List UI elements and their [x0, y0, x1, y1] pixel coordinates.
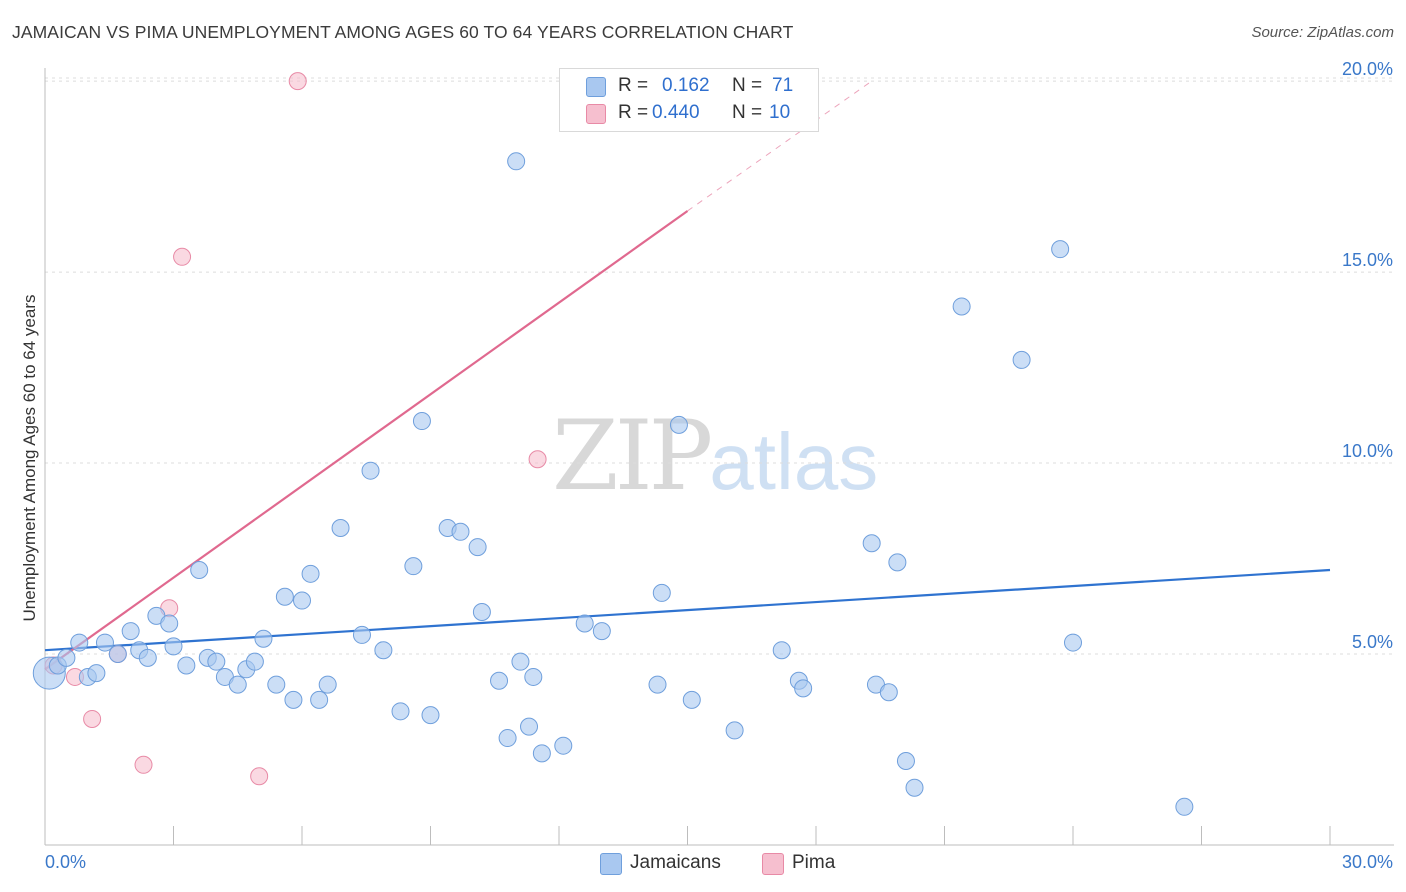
- pima-point: [528, 450, 547, 469]
- jamaicans-point: [412, 412, 431, 431]
- jamaicans-point: [318, 675, 337, 694]
- pima-trend-line: [44, 210, 689, 671]
- legend-n-label: N =: [732, 102, 763, 123]
- legend-r-label: R =: [618, 75, 649, 96]
- jamaicans-point: [228, 675, 247, 694]
- jamaicans-point: [301, 564, 320, 583]
- axes: [44, 68, 1394, 846]
- jamaicans-point: [532, 744, 551, 763]
- jamaicans-point: [108, 645, 127, 664]
- pima-point: [83, 709, 102, 728]
- legend-n-value: 10: [769, 102, 791, 123]
- jamaicans-point: [361, 461, 380, 480]
- bottom-legend-label: Pima: [792, 852, 836, 873]
- jamaicans-point: [879, 683, 898, 702]
- x-tick-label: 0.0%: [45, 852, 86, 872]
- jamaicans-point: [138, 648, 157, 667]
- jamaicans-point: [468, 538, 487, 557]
- jamaicans-point: [190, 560, 209, 579]
- jamaicans-point: [1051, 240, 1070, 259]
- legend-n-value: 71: [772, 75, 794, 96]
- legend-swatch-blue: [586, 77, 606, 97]
- jamaicans-point: [575, 614, 594, 633]
- jamaicans-point: [592, 622, 611, 641]
- source-label: Source: ZipAtlas.com: [1251, 24, 1394, 41]
- y-tick-label: 10.0%: [1342, 441, 1393, 461]
- jamaicans-point: [284, 690, 303, 709]
- correlation-legend: R = 0.162 N = 71 R = 0.440 N = 10: [559, 68, 819, 132]
- jamaicans-point: [498, 729, 517, 748]
- jamaicans-point: [682, 690, 701, 709]
- pima-point: [288, 72, 307, 91]
- jamaicans-point: [794, 679, 813, 698]
- legend-r-value: 0.162: [662, 75, 710, 96]
- jamaicans-point: [275, 587, 294, 606]
- bottom-legend-swatch-pink: [762, 853, 784, 875]
- tick-labels: 5.0% 10.0% 15.0% 20.0% 0.0% 30.0%: [45, 59, 1393, 872]
- y-tick-label: 20.0%: [1342, 59, 1393, 79]
- jamaicans-point: [1175, 797, 1194, 816]
- jamaicans-point: [177, 656, 196, 675]
- jamaicans-point: [95, 633, 114, 652]
- jamaicans-point: [87, 664, 106, 683]
- bottom-legend-swatch-blue: [600, 853, 622, 875]
- jamaicans-point: [648, 675, 667, 694]
- data-points: [32, 72, 1194, 816]
- legend-r-value: 0.440: [652, 102, 700, 123]
- jamaicans-point: [772, 641, 791, 660]
- jamaicans-point: [862, 534, 881, 553]
- jamaicans-point: [254, 629, 273, 648]
- y-tick-label: 5.0%: [1352, 632, 1393, 652]
- bottom-legend-label: Jamaicans: [630, 852, 721, 873]
- pima-trend-extension: [687, 80, 872, 212]
- jamaicans-point: [245, 652, 264, 671]
- jamaicans-point: [70, 633, 89, 652]
- jamaicans-point: [352, 625, 371, 644]
- jamaicans-point: [896, 751, 915, 770]
- jamaicans-point: [520, 717, 539, 736]
- jamaicans-point: [511, 652, 530, 671]
- jamaicans-point: [554, 736, 573, 755]
- jamaicans-point: [391, 702, 410, 721]
- jamaicans-point: [57, 648, 76, 667]
- jamaicans-point: [952, 297, 971, 316]
- jamaicans-point: [888, 553, 907, 572]
- jamaicans-point: [421, 706, 440, 725]
- jamaicans-point: [905, 778, 924, 797]
- jamaicans-point: [507, 152, 526, 171]
- jamaicans-point: [524, 667, 543, 686]
- pima-point: [134, 755, 153, 774]
- jamaicans-trend-line: [44, 568, 1331, 652]
- jamaicans-point: [472, 603, 491, 622]
- y-tick-label: 15.0%: [1342, 250, 1393, 270]
- jamaicans-point: [490, 671, 509, 690]
- jamaicans-point: [374, 641, 393, 660]
- jamaicans-point: [121, 622, 140, 641]
- jamaicans-point: [404, 557, 423, 576]
- jamaicans-point: [1012, 350, 1031, 369]
- x-tick-label: 30.0%: [1342, 852, 1393, 872]
- jamaicans-point: [310, 690, 329, 709]
- legend-r-label: R =: [618, 102, 649, 123]
- legend-n-label: N =: [732, 75, 763, 96]
- jamaicans-point: [1064, 633, 1082, 652]
- jamaicans-point: [164, 637, 183, 656]
- jamaicans-point: [293, 591, 311, 610]
- jamaicans-point: [331, 518, 350, 537]
- grid-lines: [45, 77, 1394, 655]
- jamaicans-point: [725, 721, 744, 740]
- pima-point: [250, 767, 269, 786]
- jamaicans-point: [267, 675, 286, 694]
- jamaicans-point: [652, 583, 671, 602]
- jamaicans-point: [451, 522, 470, 541]
- legend-swatch-pink: [586, 104, 606, 124]
- chart-title: JAMAICAN VS PIMA UNEMPLOYMENT AMONG AGES…: [12, 22, 794, 42]
- trend-lines: [44, 80, 1331, 671]
- jamaicans-point: [669, 415, 688, 434]
- jamaicans-point: [160, 614, 179, 633]
- jamaicans-point: [207, 652, 226, 671]
- y-axis-label: Unemployment Among Ages 60 to 64 years: [20, 294, 39, 622]
- pima-point: [173, 247, 192, 266]
